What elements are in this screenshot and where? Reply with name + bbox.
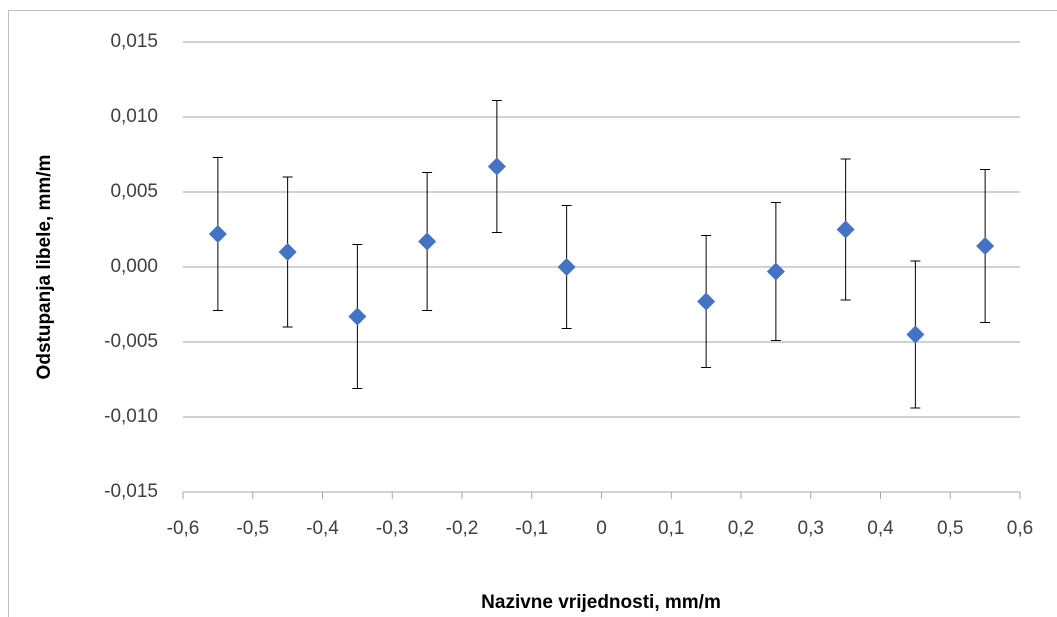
point [697, 292, 716, 311]
x-tick-label: 0,6 [1007, 518, 1033, 539]
x-tick-label: -0,3 [376, 518, 409, 539]
y-tick-label: -0,010 [104, 406, 158, 427]
x-tick-label: 0,1 [658, 518, 684, 539]
point [766, 262, 785, 281]
point [976, 237, 995, 255]
point [906, 325, 925, 344]
y-tick-label: 0,010 [110, 106, 158, 127]
point [557, 258, 576, 276]
point [487, 157, 506, 176]
x-tick-label: -0,1 [515, 518, 548, 539]
x-tick-label: 0,5 [937, 518, 963, 539]
x-tick-label: 0 [596, 518, 607, 539]
x-axis-title: Nazivne vrijednosti, mm/m [481, 592, 721, 613]
x-tick-label: -0,4 [306, 518, 339, 539]
chart-border [8, 10, 1057, 617]
x-tick-label: -0,2 [446, 518, 479, 539]
point [348, 307, 367, 326]
point [418, 232, 437, 251]
point [208, 225, 227, 243]
y-tick-label: 0,000 [110, 256, 158, 277]
y-tick-label: -0,005 [104, 331, 158, 352]
y-tick-label: 0,015 [110, 31, 158, 52]
x-tick-label: -0,6 [167, 518, 200, 539]
x-tick-label: 0,2 [728, 518, 754, 539]
y-axis-title: Odstupanja libele, mm/m [34, 155, 55, 380]
y-tick-label: -0,015 [104, 481, 158, 502]
point [278, 243, 297, 261]
point [836, 220, 855, 239]
x-tick-label: 0,4 [867, 518, 894, 539]
x-tick-label: 0,3 [798, 518, 824, 539]
x-tick-label: -0,5 [236, 518, 269, 539]
y-tick-label: 0,005 [110, 181, 158, 202]
